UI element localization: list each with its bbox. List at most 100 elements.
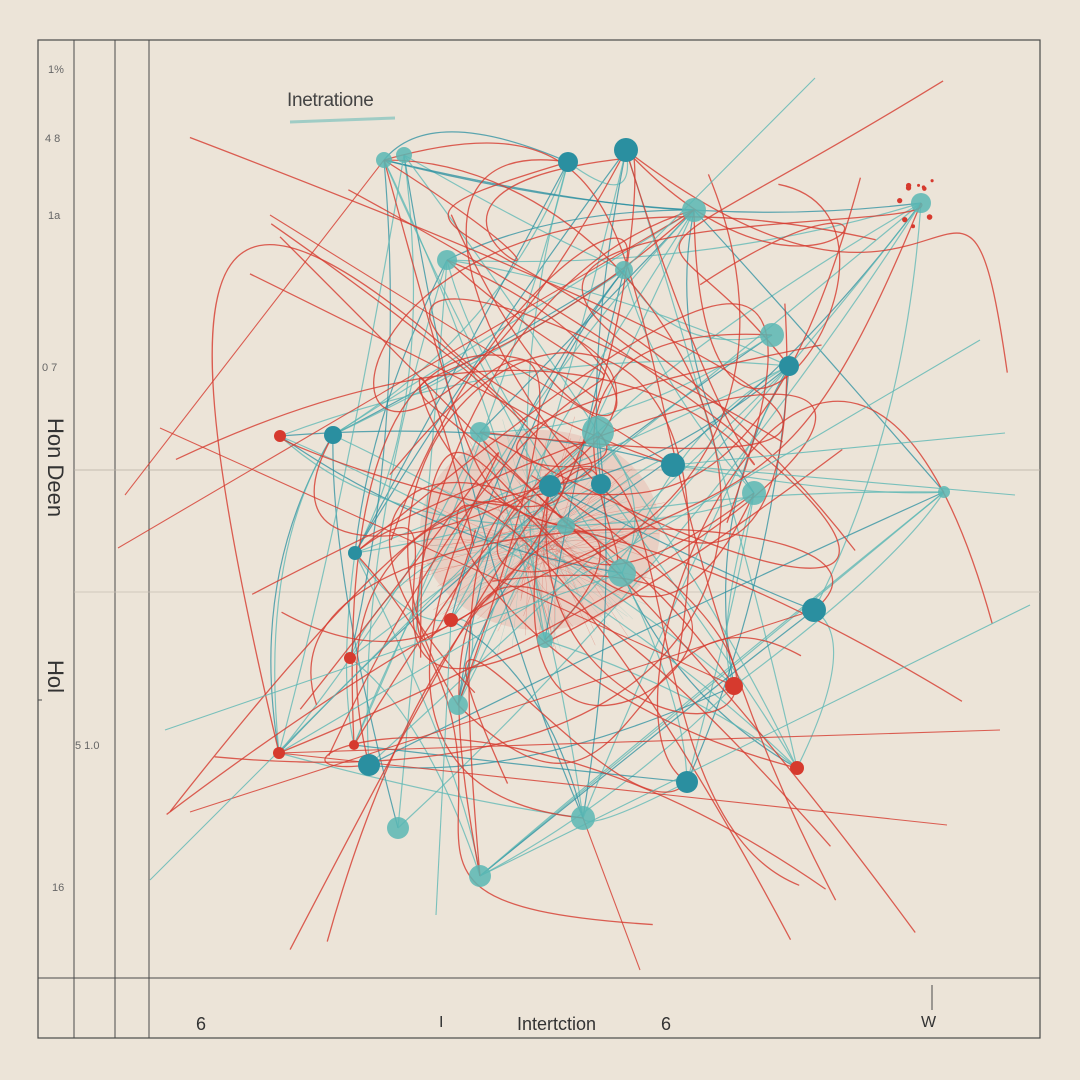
red-curve [418, 209, 916, 933]
red-curve [407, 352, 690, 706]
border-spoke [117, 209, 695, 549]
x-tick-1: 6 [196, 1014, 207, 1034]
teal-edge [686, 209, 755, 494]
border-spoke [124, 159, 385, 496]
teal-node [661, 453, 685, 477]
center-fiber [485, 544, 553, 603]
teal-node [779, 356, 799, 376]
teal-edge [597, 431, 636, 574]
teal-edge [567, 149, 628, 186]
teal-edge [457, 149, 627, 706]
teal-edge [450, 525, 567, 621]
border-spoke [278, 752, 948, 826]
teal-edge [403, 154, 584, 819]
center-fiber [406, 536, 540, 570]
teal-edge [332, 161, 569, 436]
red-curve [390, 237, 629, 541]
nodes [273, 138, 950, 887]
teal-edge [479, 685, 735, 877]
red-splash [902, 216, 908, 223]
red-curve [389, 359, 541, 706]
red-curve [351, 354, 602, 746]
center-fiber [558, 524, 570, 590]
red-curve [326, 532, 601, 942]
red-curve [416, 209, 695, 641]
red-curve [447, 161, 856, 551]
border-spoke [149, 431, 599, 881]
red-curve [354, 552, 653, 926]
teal-node [437, 250, 457, 270]
red-curve [531, 474, 738, 715]
y-tick-6: 16 [52, 882, 65, 894]
border-spoke [278, 729, 1001, 754]
teal-edge [672, 464, 945, 494]
y-tick-1: 1% [48, 64, 64, 76]
teal-node [387, 817, 409, 839]
red-curve [389, 481, 735, 694]
red-curve [270, 223, 565, 508]
red-splash [897, 197, 903, 204]
teal-edge [623, 269, 755, 494]
red-curve [348, 189, 840, 569]
teal-edge [349, 525, 567, 659]
center-fiber [486, 544, 557, 601]
red-node [274, 430, 286, 442]
border-spoke [164, 572, 623, 731]
red-node [273, 747, 285, 759]
teal-node [324, 426, 342, 444]
teal-node [608, 559, 636, 587]
center-fiber [524, 545, 542, 628]
teal-edge [383, 159, 567, 527]
teal-edge [595, 149, 627, 485]
teal-edge [479, 609, 815, 877]
teal-edge [457, 209, 695, 706]
teal-edge [450, 209, 695, 621]
center-fiber [556, 451, 615, 521]
outer-border [37, 39, 1041, 1039]
center-fiber [554, 535, 559, 639]
teal-node [396, 147, 412, 163]
teal-edge [383, 159, 695, 211]
teal-node [614, 138, 638, 162]
red-curve [446, 214, 618, 417]
teal-edge [565, 492, 755, 527]
red-curve [383, 157, 628, 262]
border-spoke [623, 77, 816, 271]
teal-edge [353, 744, 688, 783]
center-fiber [427, 485, 556, 530]
center-fiber [538, 537, 545, 651]
diagram-title: Inetratione [287, 90, 374, 111]
red-curve [328, 259, 605, 756]
red-curve [189, 136, 784, 450]
teal-edge [565, 491, 945, 527]
teal-node [557, 517, 575, 535]
teal-edge [544, 639, 798, 769]
teal-edge [625, 149, 798, 769]
teal-node [469, 865, 491, 887]
teal-edge [349, 159, 391, 659]
teal-edge [479, 209, 695, 433]
teal-node [682, 198, 706, 222]
teal-edge [544, 269, 625, 641]
red-curve [354, 303, 769, 554]
center-fiber [477, 542, 555, 620]
red-node [725, 677, 743, 695]
center-fiber [444, 558, 531, 605]
center-fiber [505, 497, 528, 532]
red-curve [166, 202, 922, 815]
teal-edge [686, 492, 755, 783]
x-axis-label: Intertction [517, 1014, 597, 1034]
red-curve [581, 202, 923, 362]
teal-node [376, 152, 392, 168]
red-curve [354, 448, 843, 670]
teal-edge [332, 209, 695, 436]
center-fiber [510, 528, 544, 605]
teal-node [537, 632, 553, 648]
teal-edge [368, 685, 735, 769]
teal-edge [383, 131, 569, 163]
red-curve [625, 149, 1008, 373]
red-curve [279, 236, 773, 564]
teal-edge [450, 269, 625, 621]
y-axis-label-lower: Hol [43, 660, 68, 694]
border-spoke [672, 432, 1006, 466]
